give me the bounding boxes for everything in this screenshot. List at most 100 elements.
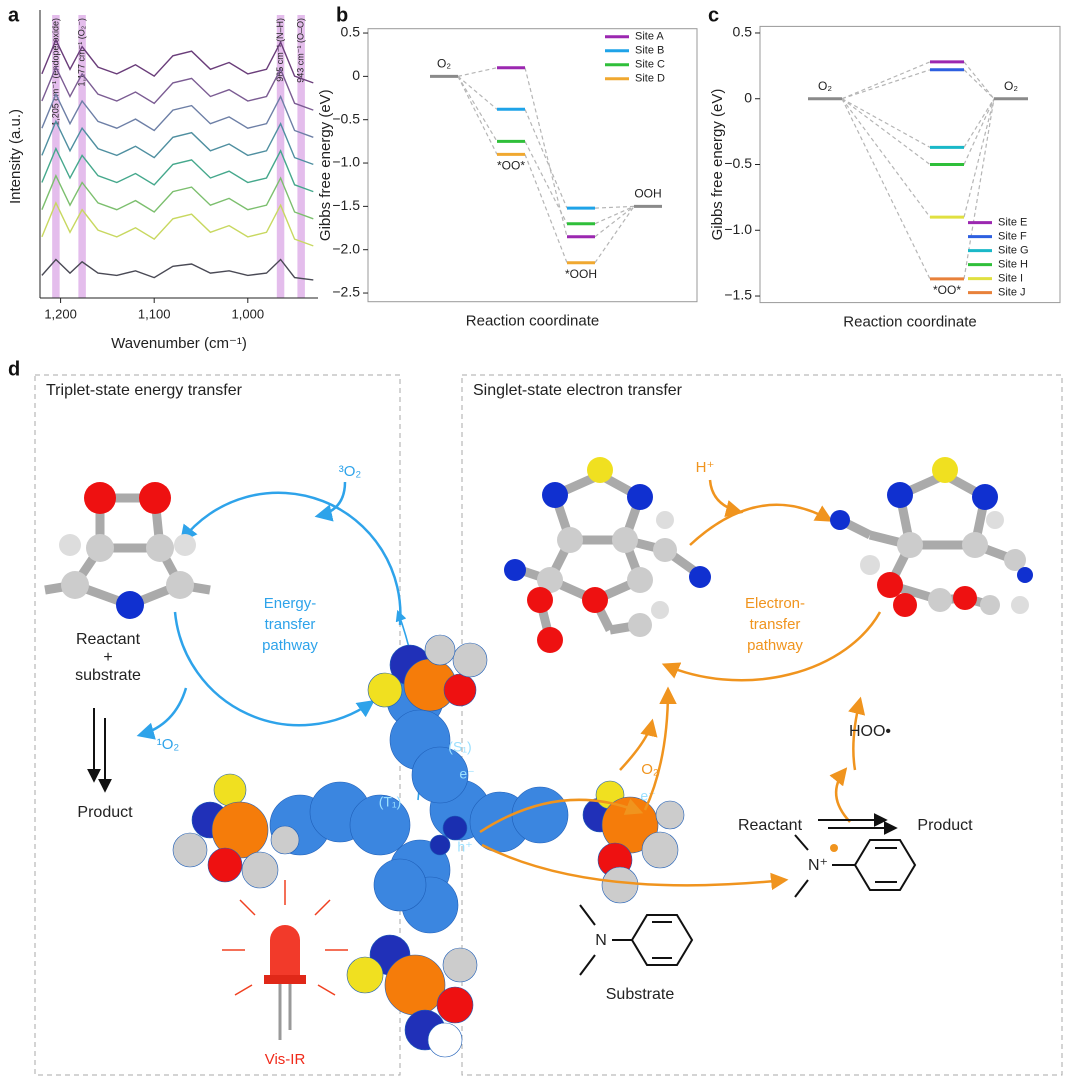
y-axis-label: Intensity (a.u.) [7, 109, 24, 204]
label: Product [917, 817, 973, 834]
panel-label: d [8, 358, 20, 380]
stage-label: *OO* [497, 159, 525, 173]
x-tick-label: 1,000 [232, 306, 265, 321]
spectrum [41, 258, 314, 281]
connector [594, 205, 635, 238]
orange-arrows [479, 479, 882, 891]
label: + [103, 649, 112, 666]
label: Reactant [738, 817, 803, 834]
annotation: 943 cm⁻¹ (O–O) [296, 18, 306, 83]
label: transfer [265, 616, 316, 633]
legend-label: Site I [998, 273, 1023, 285]
endoperoxide [44, 482, 211, 619]
panel-label: c [708, 4, 719, 26]
panel-d: Triplet-state energy transfer Singlet-st… [34, 374, 1063, 1076]
connector [841, 69, 931, 100]
connector [594, 205, 635, 225]
label: O₂ [641, 761, 659, 778]
spectrum [41, 201, 314, 247]
structure [579, 834, 917, 976]
label: e⁻ [459, 766, 474, 782]
connector [963, 98, 995, 148]
x-tick-label: 1,200 [44, 306, 77, 321]
label: ³O₂ [339, 463, 362, 480]
y-tick-label: 0.5 [733, 24, 753, 40]
label: (T₁) [379, 794, 402, 810]
spectrum [41, 92, 314, 138]
connector [963, 98, 995, 218]
connector [963, 61, 995, 100]
y-tick-label: −0.5 [724, 155, 752, 171]
label: h⁺ [457, 839, 472, 855]
label: (S₁) [448, 739, 471, 755]
legend-label: Site H [998, 259, 1028, 271]
label: ¹O₂ [157, 736, 180, 753]
label: Substrate [606, 986, 675, 1003]
connector [841, 98, 931, 218]
legend-label: Site E [998, 217, 1027, 229]
x-tick-label: 1,100 [138, 306, 171, 321]
annotation: 965 cm⁻¹ (N–H) [275, 18, 285, 82]
connector [841, 98, 931, 165]
legend-label: Site J [998, 287, 1026, 299]
molecule [504, 457, 1033, 653]
y-tick-label: −1.5 [724, 287, 752, 303]
box [461, 374, 1063, 1076]
label: Energy- [264, 595, 317, 612]
panel-label: a [8, 4, 20, 26]
spectrum [41, 65, 314, 111]
stage-label: O₂ [1004, 79, 1018, 93]
y-tick-label: 0 [352, 67, 360, 83]
label: Product [77, 804, 133, 821]
y-tick-label: −2.0 [332, 240, 360, 256]
section-title: Triplet-state energy transfer [46, 382, 243, 399]
spectrum [41, 173, 314, 220]
stage-label: *OOH [565, 267, 597, 281]
connector [841, 61, 931, 100]
connector [524, 141, 568, 224]
stage-label: O₂ [437, 57, 451, 71]
connector [963, 69, 995, 100]
connector [963, 98, 995, 280]
legend-label: Site G [998, 245, 1029, 257]
y-tick-label: 0.5 [341, 24, 361, 40]
legend-label: Site A [635, 31, 664, 43]
label: HOO• [849, 723, 891, 740]
x-axis-label: Wavenumber (cm⁻¹) [111, 335, 247, 352]
connector [524, 109, 568, 209]
connector [594, 205, 635, 209]
x-axis-label: Reaction coordinate [466, 313, 599, 330]
atom: N⁺ [808, 857, 828, 874]
connector [963, 98, 995, 165]
panel-label: b [336, 4, 348, 26]
arrow [818, 813, 898, 835]
x-axis-label: Reaction coordinate [843, 314, 976, 331]
connector [524, 67, 568, 237]
section-title: Singlet-state electron transfer [473, 382, 683, 399]
annotation: 1,205 cm⁻¹ (endoperoxide) [50, 18, 60, 126]
box [34, 374, 401, 1076]
legend-label: Site C [635, 59, 665, 71]
y-tick-label: −2.5 [332, 284, 360, 300]
connector [457, 76, 498, 142]
frame [367, 28, 698, 303]
spectrum [41, 38, 314, 84]
legend-label: Site D [635, 73, 665, 85]
label: H⁺ [696, 459, 715, 476]
y-tick-label: 0 [744, 89, 752, 105]
radical [830, 844, 838, 852]
y-axis-label: Gibbs free energy (eV) [317, 89, 334, 241]
legend-label: Site B [635, 45, 664, 57]
connector [457, 75, 498, 110]
label: pathway [747, 637, 803, 654]
connector [457, 76, 498, 155]
band [297, 15, 305, 298]
stage-label: OOH [634, 187, 661, 201]
label: pathway [262, 637, 318, 654]
y-tick-label: −1.0 [724, 221, 752, 237]
connector [841, 98, 931, 280]
connector [841, 98, 931, 148]
spectrum [41, 119, 314, 166]
stage-label: O₂ [818, 79, 832, 93]
